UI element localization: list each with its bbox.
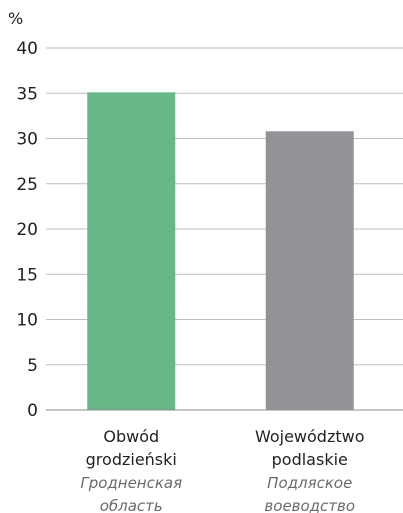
y-tick-label: 30 <box>16 130 38 150</box>
category-labels: Obwód grodzieński Гродненская область Wojewó… <box>80 427 364 513</box>
y-axis: 0 5 10 15 20 25 30 35 40 <box>16 39 38 421</box>
x-category-label: Obwód <box>103 427 159 446</box>
y-tick-label: 10 <box>16 311 38 331</box>
y-tick-label: 15 <box>16 265 38 285</box>
x-category-alt-label: Гродненская <box>80 474 182 492</box>
x-category-label: podlaskie <box>272 450 348 469</box>
bars <box>87 92 354 410</box>
x-category-alt-label: Подляское <box>267 474 352 492</box>
x-category-label: Województwo <box>255 427 365 446</box>
y-tick-label: 25 <box>16 175 38 195</box>
y-tick-label: 35 <box>16 84 38 104</box>
y-tick-label: 5 <box>27 356 38 376</box>
y-tick-label: 40 <box>16 39 38 59</box>
x-category-alt-label: воеводство <box>264 497 355 513</box>
bar <box>87 92 176 410</box>
x-category-label: grodzieński <box>86 450 177 469</box>
bar <box>265 131 354 410</box>
x-category-alt-label: область <box>100 497 163 513</box>
y-tick-label: 0 <box>27 401 38 421</box>
y-tick-label: 20 <box>16 220 38 240</box>
y-unit-label: % <box>8 9 23 28</box>
